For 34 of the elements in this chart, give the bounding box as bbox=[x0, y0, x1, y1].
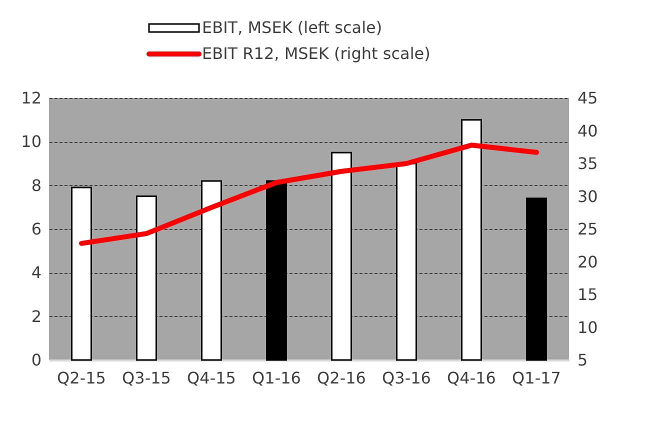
y-tick-label: 4 bbox=[31, 263, 42, 282]
legend-label: EBIT, MSEK (left scale) bbox=[202, 18, 382, 37]
bar bbox=[461, 119, 482, 361]
bar bbox=[526, 198, 547, 361]
x-tick-label: Q3-15 bbox=[122, 368, 171, 388]
y2-tick-label: 25 bbox=[578, 220, 598, 238]
y-tick-label: 6 bbox=[31, 220, 42, 238]
x-tick-label: Q1-17 bbox=[512, 368, 561, 388]
bar bbox=[71, 186, 92, 361]
x-tick-label: Q2-15 bbox=[57, 368, 106, 388]
bar bbox=[266, 180, 287, 361]
y-tick-label: 12 bbox=[21, 88, 42, 108]
y-tick-label: 8 bbox=[31, 176, 42, 195]
y2-tick-label: 30 bbox=[578, 186, 598, 206]
y2-tick-label: 5 bbox=[578, 350, 588, 370]
x-tick-label: Q4-16 bbox=[447, 368, 496, 388]
y2-tick-label: 40 bbox=[578, 121, 598, 140]
x-tick-label: Q4-15 bbox=[187, 368, 236, 388]
y-tick-label: 0 bbox=[31, 350, 42, 370]
x-tick-label: Q3-16 bbox=[382, 368, 431, 388]
legend-label: EBIT R12, MSEK (right scale) bbox=[202, 44, 430, 63]
y2-tick-label: 20 bbox=[578, 252, 598, 272]
y2-tick-label: 35 bbox=[578, 154, 598, 173]
y-tick-label: 10 bbox=[21, 132, 42, 152]
y2-tick-label: 45 bbox=[578, 88, 598, 108]
y-tick-label: 2 bbox=[31, 306, 42, 326]
bar bbox=[136, 196, 157, 361]
x-tick-label: Q1-16 bbox=[252, 368, 301, 388]
y2-tick-label: 10 bbox=[578, 318, 598, 337]
bar bbox=[331, 152, 352, 361]
bar bbox=[396, 162, 417, 361]
x-tick-label: Q2-16 bbox=[317, 368, 366, 388]
y2-tick-label: 15 bbox=[578, 285, 598, 304]
bar bbox=[201, 180, 222, 361]
